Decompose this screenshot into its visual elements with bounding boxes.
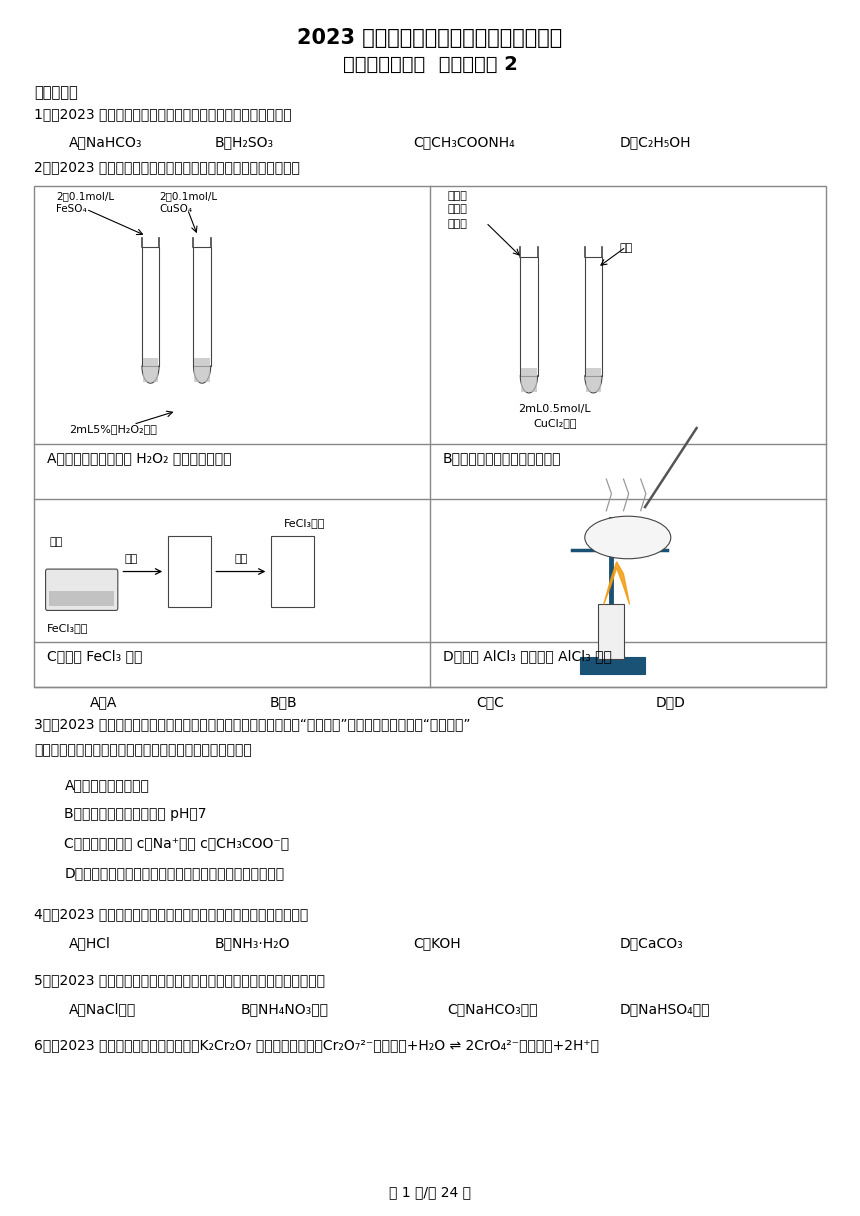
Text: 弱电解质的电离  盐类的水解 2: 弱电解质的电离 盐类的水解 2 — [342, 55, 518, 74]
Text: C．醋酸钓溶液中 c（Na⁺）＝ c（CH₃COO⁻）: C．醋酸钓溶液中 c（Na⁺）＝ c（CH₃COO⁻） — [64, 837, 290, 851]
Text: 3．（2023 北京密云二中高二上期中）航天员在中国空间站进行了“天宫课堂”授课活动，其中太空“冰雪实验”: 3．（2023 北京密云二中高二上期中）航天员在中国空间站进行了“天宫课堂”授课… — [34, 717, 471, 732]
Text: C．NaHCO₃溶液: C．NaHCO₃溶液 — [447, 1002, 538, 1017]
Bar — [271, 536, 314, 607]
Text: FeSO₄: FeSO₄ — [56, 204, 87, 214]
Text: D．蔭发 AlCl₃ 溶液得到 AlCl₃ 固体: D．蔭发 AlCl₃ 溶液得到 AlCl₃ 固体 — [443, 649, 611, 664]
Text: 第 1 页/共 24 页: 第 1 页/共 24 页 — [389, 1184, 471, 1199]
Bar — [49, 591, 114, 606]
Text: 2．（2023 北京通州高二上期中）下列实验不能达到实验目的的是: 2．（2023 北京通州高二上期中）下列实验不能达到实验目的的是 — [34, 161, 300, 175]
Bar — [580, 657, 645, 674]
Text: 室温: 室温 — [619, 243, 632, 253]
Text: 2023 北京重点校高二（上）期中化学汇编: 2023 北京重点校高二（上）期中化学汇编 — [298, 28, 562, 47]
Text: 2mL0.5mol/L: 2mL0.5mol/L — [519, 404, 591, 413]
Text: 至室温: 至室温 — [447, 219, 467, 229]
Text: CuSO₄: CuSO₄ — [159, 204, 193, 214]
Text: CuCl₂溶液: CuCl₂溶液 — [533, 418, 576, 428]
Text: 6．（2023 北京人大附中高二上期中）K₂Cr₂O₇ 溶液中存在平衡：Cr₂O₇²⁻（橙色）+H₂O ⇌ 2CrO₄²⁻（黄色）+2H⁺．: 6．（2023 北京人大附中高二上期中）K₂Cr₂O₇ 溶液中存在平衡：Cr₂O… — [34, 1038, 599, 1053]
Text: A．醋酸钓是强电解质: A．醋酸钓是强电解质 — [64, 778, 150, 793]
FancyBboxPatch shape — [46, 569, 118, 610]
Bar — [586, 368, 601, 392]
Text: A．NaHCO₃: A．NaHCO₃ — [69, 135, 142, 150]
Text: B．NH₃·H₂O: B．NH₃·H₂O — [215, 936, 291, 951]
Text: A．HCl: A．HCl — [69, 936, 111, 951]
Text: 2滰0.1mol/L: 2滰0.1mol/L — [56, 191, 114, 201]
Text: B．H₂SO₃: B．H₂SO₃ — [215, 135, 274, 150]
Text: 1．（2023 北京首师大附中高二上期中）下列属于弱电解质的是: 1．（2023 北京首师大附中高二上期中）下列属于弱电解质的是 — [34, 107, 292, 122]
Text: D．该溶液中加入少量醋酸钓固体可以促进醋酸钓晶体析出: D．该溶液中加入少量醋酸钓固体可以促进醋酸钓晶体析出 — [64, 866, 285, 880]
Text: B．B: B．B — [270, 696, 298, 710]
Text: B．常温下，醋酸钓溶液的 pH＞7: B．常温下，醋酸钓溶液的 pH＞7 — [64, 807, 207, 822]
Text: 溶解: 溶解 — [125, 554, 138, 564]
Text: 再冷却: 再冷却 — [447, 204, 467, 214]
Text: D．C₂H₅OH: D．C₂H₅OH — [619, 135, 691, 150]
Text: A．A: A．A — [89, 696, 117, 710]
Text: A．NaCl溶液: A．NaCl溶液 — [69, 1002, 136, 1017]
Text: D．NaHSO₄溶液: D．NaHSO₄溶液 — [619, 1002, 709, 1017]
Text: 稀释: 稀释 — [234, 554, 248, 564]
Bar — [34, 186, 826, 687]
Text: FeCl₃晶体: FeCl₃晶体 — [47, 623, 89, 632]
Text: C．C: C．C — [476, 696, 504, 710]
Bar — [598, 604, 624, 659]
Text: 先加热: 先加热 — [447, 191, 467, 201]
Bar — [194, 359, 210, 382]
Bar — [143, 359, 158, 382]
Bar — [520, 258, 538, 376]
Text: 盐酸: 盐酸 — [50, 537, 63, 547]
Text: D．CaCO₃: D．CaCO₃ — [619, 936, 683, 951]
Polygon shape — [604, 562, 630, 604]
Text: 演示了过饱和醋酸钓溶液的结晶现象。下列说法不正确的是: 演示了过饱和醋酸钓溶液的结晶现象。下列说法不正确的是 — [34, 743, 252, 758]
Bar — [585, 258, 602, 376]
Text: B．NH₄NO₃溶液: B．NH₄NO₃溶液 — [241, 1002, 329, 1017]
Text: D．D: D．D — [656, 696, 685, 710]
Text: A．探究金属阳离子对 H₂O₂ 分解速率的影响: A．探究金属阳离子对 H₂O₂ 分解速率的影响 — [47, 451, 232, 466]
Text: 4．（2023 北京人大附中高二上期中）下列物质中属于弱电解质的是: 4．（2023 北京人大附中高二上期中）下列物质中属于弱电解质的是 — [34, 907, 309, 922]
Text: C．KOH: C．KOH — [413, 936, 460, 951]
Bar — [194, 248, 211, 366]
Text: C．配制 FeCl₃ 溶液: C．配制 FeCl₃ 溶液 — [47, 649, 143, 664]
Text: B．探究温度对化学平衡的影响: B．探究温度对化学平衡的影响 — [443, 451, 562, 466]
Text: 一、单选题: 一、单选题 — [34, 85, 78, 100]
Text: 2mL5%的H₂O₂溶液: 2mL5%的H₂O₂溶液 — [69, 424, 157, 434]
Ellipse shape — [585, 516, 671, 559]
Text: 2滰0.1mol/L: 2滰0.1mol/L — [159, 191, 218, 201]
Text: 5．（2023 北京人大附中高二上期中）下列溶液因盐的水解而呈酸性的是: 5．（2023 北京人大附中高二上期中）下列溶液因盐的水解而呈酸性的是 — [34, 973, 325, 987]
Text: C．CH₃COONH₄: C．CH₃COONH₄ — [413, 135, 514, 150]
Bar — [142, 248, 159, 366]
Bar — [521, 368, 537, 392]
Text: FeCl₃溶液: FeCl₃溶液 — [284, 518, 325, 528]
Bar — [168, 536, 211, 607]
